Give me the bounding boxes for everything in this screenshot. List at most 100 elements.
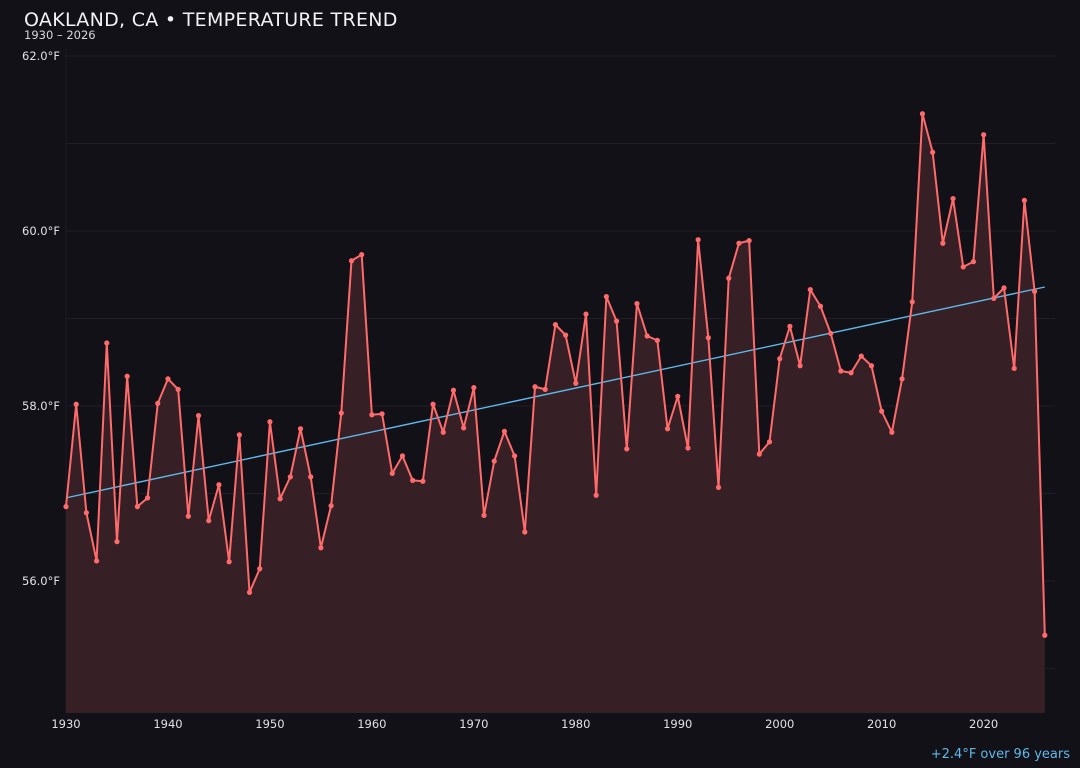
data-point (879, 408, 885, 414)
data-point (338, 410, 344, 416)
data-point (838, 368, 844, 374)
data-point (410, 477, 416, 483)
data-point (369, 412, 375, 418)
data-point (685, 445, 691, 451)
data-point (93, 558, 100, 564)
x-tick-label: 1990 (663, 717, 692, 731)
x-axis: 1930 1940 1950 1960 1970 1980 1990 2000 2010 2020 (51, 717, 998, 731)
data-point (461, 425, 467, 431)
data-point (715, 484, 722, 490)
data-point (297, 426, 304, 432)
data-point (981, 132, 987, 138)
data-point (246, 589, 253, 595)
data-point (399, 453, 406, 459)
data-point (573, 380, 579, 386)
data-point (532, 384, 538, 390)
data-point (644, 333, 650, 339)
data-point (471, 385, 477, 391)
data-point (134, 504, 140, 510)
data-point (940, 240, 946, 246)
x-tick-label: 1940 (153, 717, 182, 731)
data-point (756, 451, 762, 457)
data-point (481, 512, 487, 518)
chart-title: OAKLAND, CA • TEMPERATURE TREND (24, 9, 398, 31)
data-point (634, 301, 640, 307)
x-tick-label: 1960 (357, 717, 386, 731)
x-tick-label: 1970 (459, 717, 488, 731)
data-point (960, 264, 966, 270)
trend-line-group (65, 286, 1045, 499)
data-point (1001, 285, 1007, 291)
data-point (1042, 632, 1048, 638)
data-point (705, 335, 711, 341)
data-point (1021, 197, 1028, 203)
data-point (930, 149, 936, 155)
data-point (175, 386, 181, 392)
data-point (185, 513, 191, 519)
data-point (817, 303, 824, 309)
data-point (267, 419, 273, 425)
data-point (430, 401, 436, 407)
data-point (318, 545, 324, 551)
data-point (195, 413, 202, 419)
data-point (746, 238, 752, 244)
data-point (144, 495, 151, 501)
area-under-curve (66, 113, 1045, 713)
data-point (797, 363, 803, 369)
data-point (909, 299, 915, 305)
data-point (695, 237, 701, 243)
data-point (919, 111, 926, 117)
area-fill (66, 113, 1045, 713)
data-point (491, 458, 497, 464)
data-point (348, 258, 355, 264)
data-point (236, 432, 242, 438)
data-point (868, 363, 875, 369)
data-point (889, 429, 895, 435)
data-point (828, 330, 834, 336)
data-point (328, 503, 334, 509)
data-point (542, 386, 548, 392)
data-point (165, 376, 171, 382)
data-point (950, 196, 956, 202)
data-point (206, 518, 212, 524)
data-point (420, 478, 426, 484)
trend-summary: +2.4°F over 96 years (930, 747, 1070, 762)
data-point (83, 510, 89, 516)
data-points (63, 111, 1048, 638)
data-point (654, 337, 660, 343)
y-tick-label: 60.0°F (22, 224, 60, 238)
data-point (664, 426, 671, 432)
data-point (1032, 288, 1038, 294)
data-point (562, 332, 569, 338)
x-tick-label: 2010 (867, 717, 896, 731)
x-tick-label: 1930 (51, 717, 80, 731)
data-point (787, 323, 793, 329)
data-point (501, 428, 508, 434)
data-point (379, 411, 385, 417)
data-point (858, 353, 864, 359)
trend-line (65, 286, 1045, 499)
data-point (308, 474, 314, 480)
x-tick-label: 1980 (561, 717, 590, 731)
data-point (155, 400, 161, 406)
data-point (613, 318, 620, 324)
data-point (124, 373, 130, 379)
data-point (552, 322, 559, 328)
data-point (593, 492, 599, 498)
data-point (73, 401, 79, 407)
data-point (807, 287, 813, 293)
data-point (736, 240, 742, 246)
data-point (104, 340, 110, 346)
data-point (624, 446, 630, 452)
data-point (777, 356, 783, 362)
data-point (512, 453, 518, 459)
data-point (1011, 365, 1017, 371)
data-point (970, 259, 977, 265)
data-point (848, 370, 854, 376)
data-point (257, 566, 263, 572)
chart-subtitle: 1930 – 2026 (24, 28, 96, 42)
data-point (63, 504, 69, 510)
y-tick-label: 62.0°F (22, 49, 60, 63)
y-axis: 56.0°F 58.0°F 60.0°F 62.0°F (22, 49, 60, 588)
